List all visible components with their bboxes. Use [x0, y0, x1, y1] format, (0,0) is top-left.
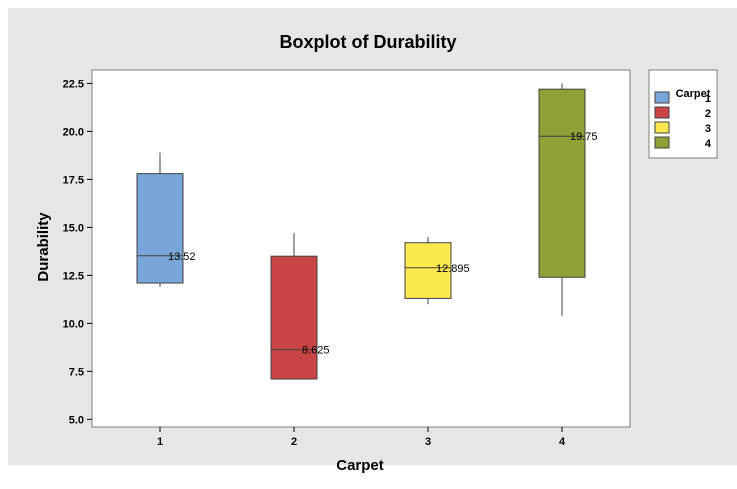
x-axis: 1 2 3 4: [157, 427, 566, 448]
y-axis-label: Durability: [35, 212, 52, 282]
y-tick-label: 15.0: [63, 222, 84, 234]
median-label: 19.75: [570, 131, 598, 143]
legend-label: 3: [705, 123, 711, 135]
y-tick-label: 7.5: [69, 366, 84, 378]
x-tick-label: 4: [559, 436, 566, 448]
legend-swatch: [654, 121, 670, 134]
legend-title: Carpet: [676, 88, 711, 100]
median-label: 13.52: [168, 251, 196, 263]
legend-swatch: [654, 91, 670, 104]
box-1: 13.52: [136, 152, 196, 287]
box-2: 8.625: [270, 233, 330, 380]
x-tick-label: 3: [425, 436, 431, 448]
legend-label: 4: [705, 138, 712, 150]
legend: Carpet 1 2 3 4: [648, 69, 718, 159]
iqr-box: [270, 255, 318, 380]
legend-item-2: 2: [654, 106, 711, 120]
legend-items: 1 2 3 4: [654, 91, 712, 150]
iqr-box: [136, 173, 184, 284]
legend-item-4: 4: [654, 136, 712, 150]
legend-item-3: 3: [654, 121, 711, 135]
legend-item-1: 1: [654, 91, 711, 105]
median-label: 8.625: [302, 345, 330, 357]
x-axis-label: Carpet: [336, 457, 384, 474]
box-series: 13.52 8.625 12.895 19.75: [136, 83, 598, 380]
median-label: 12.895: [436, 263, 470, 275]
iqr-box: [404, 242, 452, 299]
x-tick-label: 2: [291, 436, 297, 448]
y-tick-label: 17.5: [63, 174, 84, 186]
box-3: 12.895: [404, 236, 470, 305]
y-tick-label: 10.0: [63, 318, 84, 330]
box-4: 19.75: [538, 83, 598, 316]
x-tick-label: 1: [157, 436, 163, 448]
y-tick-label: 20.0: [63, 126, 84, 138]
chart-title: Boxplot of Durability: [280, 32, 457, 52]
legend-label: 1: [705, 93, 711, 105]
legend-swatch: [654, 106, 670, 119]
legend-label: 2: [705, 108, 711, 120]
y-tick-label: 12.5: [63, 270, 84, 282]
iqr-box: [538, 88, 586, 278]
y-tick-label: 5.0: [69, 414, 84, 426]
y-tick-label: 22.5: [63, 78, 84, 90]
y-axis: 5.0 7.5 10.0 12.5 15.0 17.5 20.0 22.5: [63, 78, 92, 426]
legend-swatch: [654, 136, 670, 149]
